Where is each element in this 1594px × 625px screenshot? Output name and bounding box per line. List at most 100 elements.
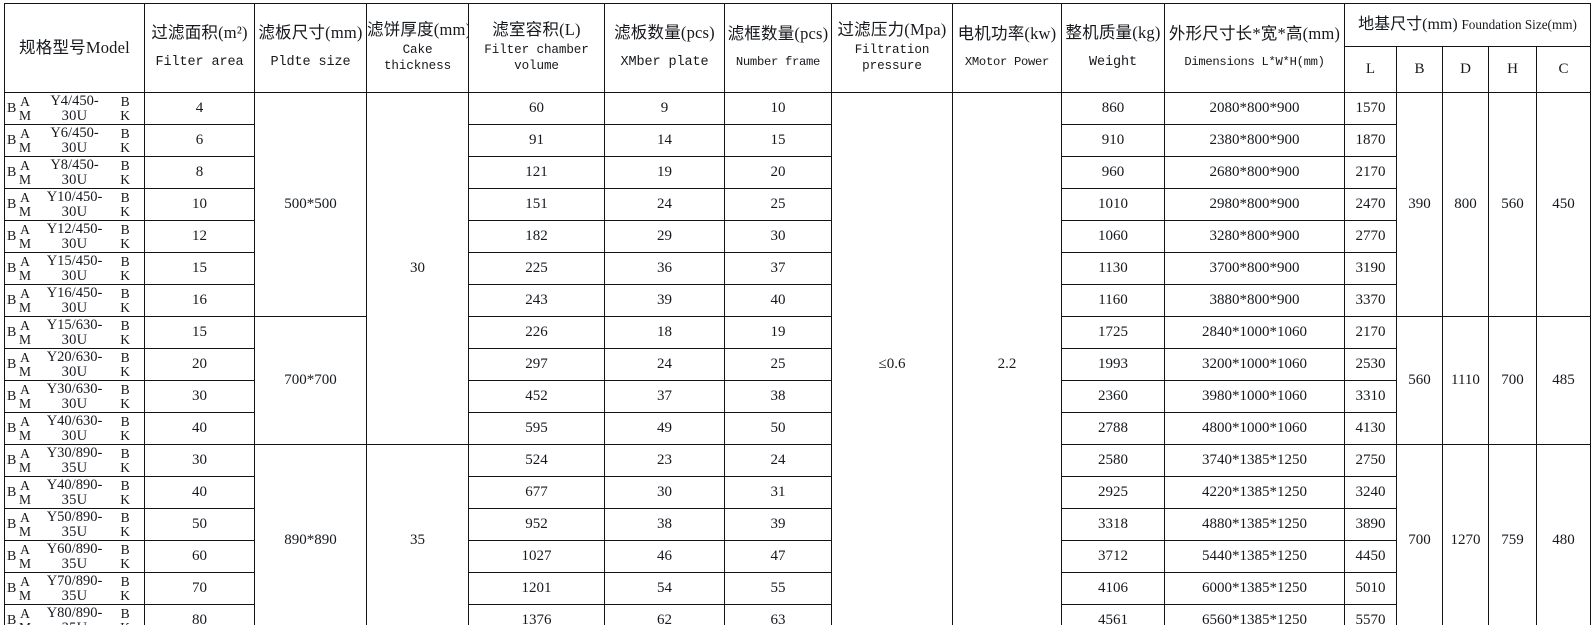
model-code: B A M Y60/890- 35U B K bbox=[6, 542, 144, 571]
cell-foundation-l: 2770 bbox=[1344, 220, 1397, 253]
model-code: B A M Y12/450- 30U B K bbox=[6, 221, 144, 251]
cell-dimensions: 6560*1385*1250 bbox=[1164, 604, 1345, 625]
model-variant-right-top: B bbox=[120, 381, 130, 397]
cell-weight: 4561 bbox=[1061, 604, 1165, 625]
cell-foundation-l: 2470 bbox=[1344, 188, 1397, 221]
cell-frame-count: 37 bbox=[724, 252, 832, 285]
model-code: B A M Y20/630- 30U B K bbox=[6, 348, 144, 379]
model-prefix: B bbox=[7, 516, 17, 532]
cell-model: B A M Y30/630- 30U B K bbox=[4, 380, 145, 413]
model-variant-left-top: A bbox=[20, 573, 30, 589]
cell-foundation-c: 480 bbox=[1535, 444, 1592, 625]
header-row-foundation-sub: L B D H C bbox=[5, 46, 1592, 93]
model-variant-left-top: A bbox=[20, 477, 30, 493]
cell-chamber-volume: 1201 bbox=[468, 572, 605, 605]
model-variant-left-top: A bbox=[20, 221, 30, 237]
model-core: Y16/450- 30U bbox=[35, 286, 114, 315]
model-core: Y10/450- 30U bbox=[35, 190, 114, 219]
table-row: B A M Y30/630- 30U B K 30 452 37 38 2360 3980*1000*1… bbox=[4, 380, 1591, 413]
model-variant-right-bottom: K bbox=[120, 395, 130, 411]
cell-dimensions: 3700*800*900 bbox=[1164, 252, 1345, 285]
cell-dimensions: 3280*800*900 bbox=[1164, 220, 1345, 253]
model-core-line2: 35U bbox=[62, 620, 88, 625]
model-core-line1: Y40/890- bbox=[46, 476, 103, 493]
table-header: 规格型号Model 过滤面积(m²) Filter area 滤板尺寸(mm) … bbox=[4, 2, 1592, 93]
model-core-line2: 30U bbox=[61, 331, 88, 348]
model-variant-right-top: B bbox=[120, 253, 130, 269]
cell-weight: 2925 bbox=[1061, 476, 1165, 509]
model-core-line1: Y15/450- bbox=[46, 252, 103, 269]
model-prefix: B bbox=[7, 580, 17, 596]
cell-model: B A M Y15/630- 30U B K bbox=[4, 316, 145, 349]
cell-foundation-l: 3190 bbox=[1344, 252, 1397, 285]
model-variant-right-top: B bbox=[120, 509, 130, 525]
model-variant-right-bottom: K bbox=[120, 587, 130, 603]
cell-plate-count: 14 bbox=[604, 124, 725, 157]
cell-foundation-d: 800 bbox=[1442, 92, 1489, 317]
cell-filter-area: 70 bbox=[144, 572, 255, 605]
model-core: Y12/450- 30U bbox=[35, 222, 114, 251]
cell-weight: 1160 bbox=[1061, 284, 1165, 317]
column-header-motor-power-cn: 电机功率(kw) bbox=[957, 24, 1057, 44]
cell-dimensions: 3880*800*900 bbox=[1164, 284, 1345, 317]
column-header-weight-cn: 整机质量(kg) bbox=[1065, 23, 1161, 43]
model-variant-left-top: A bbox=[20, 605, 30, 621]
model-core-line1: Y20/630- bbox=[46, 348, 103, 365]
cell-filter-area: 4 bbox=[144, 92, 255, 125]
cell-frame-count: 19 bbox=[724, 316, 832, 349]
model-prefix: B bbox=[7, 324, 17, 340]
cell-frame-count: 55 bbox=[724, 572, 832, 605]
table-row: B A M Y60/890- 35U B K 60 1027 46 47 3712 5440*1385*… bbox=[4, 540, 1591, 573]
model-variant-left-top: A bbox=[20, 317, 30, 333]
model-core-line2: 30U bbox=[61, 427, 88, 444]
model-core: Y4/450- 30U bbox=[35, 94, 114, 123]
table-row: B A M Y10/450- 30U B K 10 151 24 25 1010 2980*800*90… bbox=[4, 188, 1591, 221]
column-header-foundation-c: C bbox=[1535, 46, 1592, 93]
model-variant-left-bottom: M bbox=[19, 363, 32, 379]
cell-foundation-h: 759 bbox=[1488, 444, 1537, 625]
model-core-line1: Y30/630- bbox=[46, 380, 103, 397]
model-prefix: B bbox=[7, 612, 17, 625]
model-variant-left-top: A bbox=[20, 381, 30, 397]
cell-weight: 2788 bbox=[1061, 412, 1165, 445]
model-core-line1: Y4/450- bbox=[50, 92, 99, 109]
header-row-main: 规格型号Model 过滤面积(m²) Filter area 滤板尺寸(mm) … bbox=[4, 2, 1592, 93]
cell-foundation-d: 1110 bbox=[1442, 316, 1489, 445]
cell-weight: 3318 bbox=[1061, 508, 1165, 541]
cell-cake-thickness: 30 bbox=[366, 92, 469, 445]
model-core-line2: 35U bbox=[61, 523, 88, 540]
model-variant-left-top: A bbox=[20, 125, 30, 141]
column-header-foundation-size: 地基尺寸(mm) Foundation Size(mm) bbox=[1343, 2, 1592, 48]
cell-model: B A M Y30/890- 35U B K bbox=[4, 444, 145, 477]
model-variant-left-top: A bbox=[20, 285, 30, 301]
cell-filter-area: 40 bbox=[144, 412, 255, 445]
model-variant-right-bottom: K bbox=[120, 363, 130, 379]
model-core: Y60/890- 35U bbox=[35, 542, 114, 571]
cell-frame-count: 31 bbox=[724, 476, 832, 509]
cell-model: B A M Y40/630- 30U B K bbox=[4, 412, 145, 445]
cell-dimensions: 3740*1385*1250 bbox=[1164, 444, 1345, 477]
cell-chamber-volume: 452 bbox=[468, 380, 605, 413]
cell-foundation-l: 1570 bbox=[1344, 92, 1397, 125]
model-core-line2: 35U bbox=[61, 459, 88, 476]
cell-foundation-l: 5570 bbox=[1344, 604, 1397, 625]
cell-frame-count: 50 bbox=[724, 412, 832, 445]
cell-foundation-b: 700 bbox=[1396, 444, 1443, 625]
cell-plate-count: 18 bbox=[604, 316, 725, 349]
cell-dimensions: 2680*800*900 bbox=[1164, 156, 1345, 189]
model-core-line2: 30U bbox=[61, 203, 88, 220]
model-core: Y8/450- 30U bbox=[35, 158, 114, 187]
cell-frame-count: 30 bbox=[724, 220, 832, 253]
